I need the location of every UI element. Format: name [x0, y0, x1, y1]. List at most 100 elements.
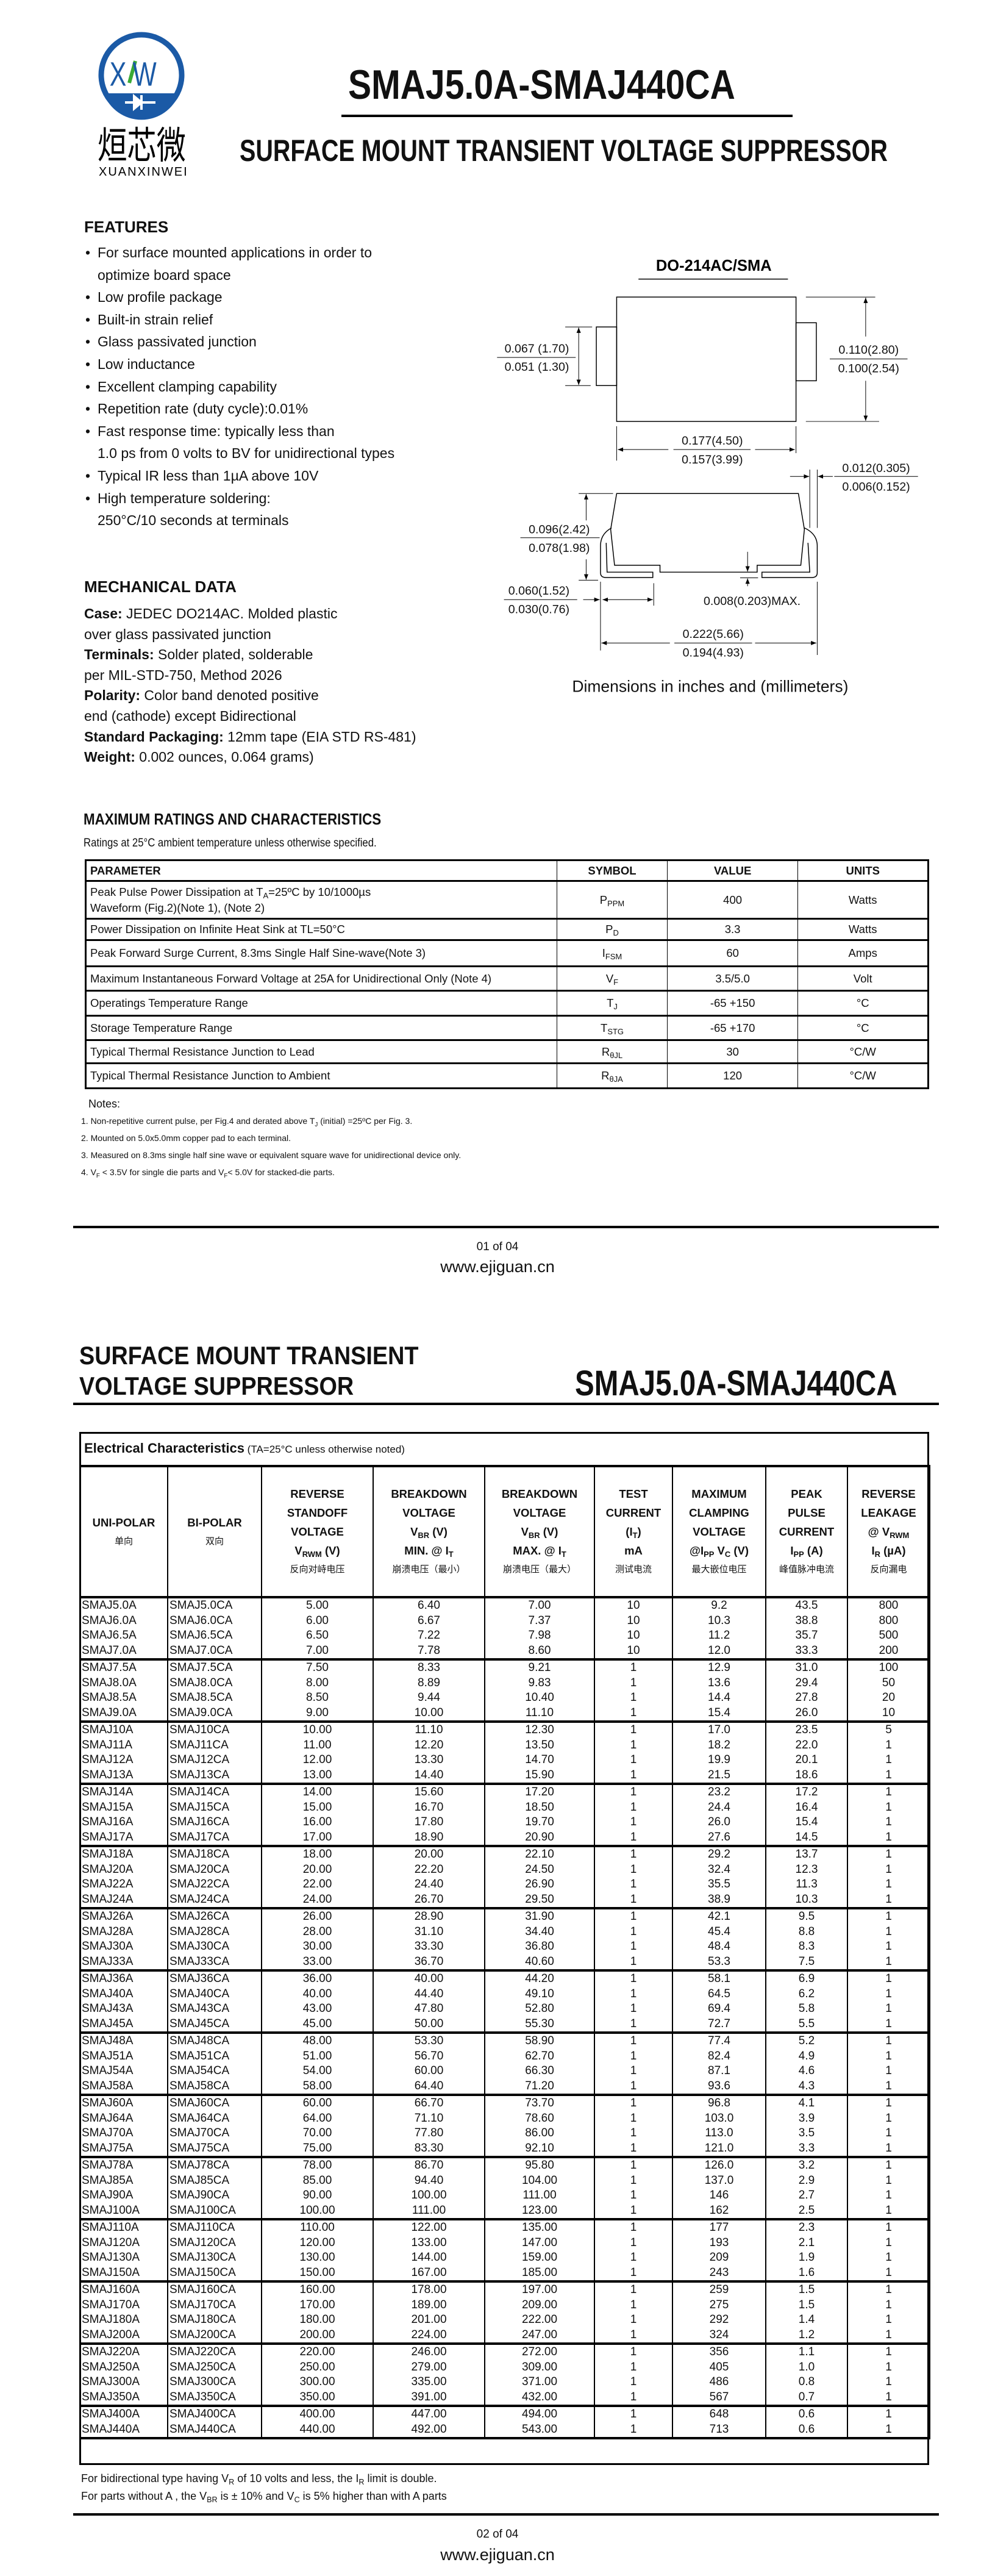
reverse-leakage: 1 [847, 2360, 930, 2375]
symbol-cell: PPPM [557, 881, 668, 920]
symbol: V [605, 971, 614, 985]
header-line: 双向 [168, 1532, 261, 1551]
unipolar-part: SMAJ85A [79, 2173, 168, 2188]
parameter-cell: Typical Thermal Resistance Junction to A… [85, 1063, 558, 1089]
column-header: BREAKDOWN VOLTAGE VBR (V) MAX. @ IT 崩溃电压（最大） [484, 1465, 595, 1598]
peak-pulse-current: 3.9 [765, 2111, 848, 2126]
feature-item: • Typical IR less than 1µA above 10V [85, 465, 451, 487]
peak-pulse-current: 7.5 [765, 1954, 848, 1972]
page1-url[interactable]: www.ejiguan.cn [440, 1258, 555, 1276]
bipolar-part: SMAJ60CA [167, 2095, 262, 2111]
feature-text: Fast response time: typically less than [98, 423, 335, 439]
vrwm: 85.00 [261, 2173, 374, 2188]
electrical-title: Electrical Characteristics (TA=25°C unle… [84, 1440, 405, 1456]
table-row: SMAJ120A SMAJ120CA 120.00 133.00 147.00 1 193 2… [79, 2235, 930, 2250]
clamping-voltage: 96.8 [672, 2095, 766, 2111]
feature-text: Typical IR less than 1µA above 10V [98, 467, 319, 484]
vbr-min: 492.00 [373, 2422, 485, 2439]
mechanical-data: Case: JEDEC DO214AC. Molded plastic over … [84, 604, 474, 768]
peak-pulse-current: 8.8 [765, 1924, 848, 1939]
header-line: BREAKDOWN [374, 1484, 484, 1503]
vrwm: 26.00 [261, 1908, 374, 1925]
table-row: SMAJ17A SMAJ17CA 17.00 18.90 20.90 1 27.6 14.5 1 [79, 1830, 930, 1847]
reverse-leakage: 1 [847, 2078, 930, 2096]
dim-lead-width-max: 0.067 (1.70) [505, 342, 569, 356]
clamping-voltage: 209 [672, 2250, 766, 2266]
header-line: @IPP VC (V) [673, 1541, 765, 1560]
peak-pulse-current: 14.5 [765, 1830, 848, 1847]
unipolar-part: SMAJ8.5A [79, 1690, 168, 1706]
table-row: SMAJ8.5A SMAJ8.5CA 8.50 9.44 10.40 1 14.4 27.8 2… [79, 1690, 930, 1706]
bullet-icon: • [85, 490, 91, 506]
vbr-max: 104.00 [484, 2173, 595, 2188]
value-cell: 3.5/5.0 [666, 966, 799, 992]
mechanical-text: JEDEC DO214AC. Molded plastic [122, 606, 338, 621]
bullet-icon: • [85, 245, 91, 260]
bipolar-part: SMAJ160CA [167, 2281, 262, 2298]
feature-text: 1.0 ps from 0 volts to BV for unidirecti… [98, 445, 395, 462]
subscript: F [224, 1173, 228, 1179]
clamping-voltage: 27.6 [672, 1830, 766, 1847]
page2-url[interactable]: www.ejiguan.cn [440, 2546, 555, 2564]
dim-body-length-max: 0.177(4.50) [682, 434, 743, 448]
vbr-min: 50.00 [373, 2016, 485, 2034]
vbr-min: 7.22 [373, 1628, 485, 1644]
test-current: 1 [594, 1939, 673, 1955]
table-row: SMAJ40A SMAJ40CA 40.00 44.40 49.10 1 64.5 6.2 1 [79, 1986, 930, 2002]
vrwm: 100.00 [261, 2203, 374, 2220]
value-cell: 60 [666, 940, 799, 967]
column-header: REVERSE STANDOFF VOLTAGE VRWM (V) 反向对峙电压 [261, 1465, 374, 1598]
vbr-min: 36.70 [373, 1954, 485, 1972]
vrwm: 45.00 [261, 2016, 374, 2034]
text-segment: LEAKAGE [861, 1506, 916, 1519]
bipolar-part: SMAJ7.0CA [167, 1643, 262, 1661]
peak-pulse-current: 43.5 [765, 1597, 848, 1614]
table-row: SMAJ48A SMAJ48CA 48.00 53.30 58.90 1 77.4 5.2 1 [79, 2033, 930, 2049]
subscript: PP [704, 1550, 715, 1559]
vbr-min: 28.90 [373, 1908, 485, 1925]
table-row: SMAJ15A SMAJ15CA 15.00 16.70 18.50 1 24.4 16.4 1 [79, 1800, 930, 1815]
footnote: For parts without A , the VBR is ± 10% a… [81, 2488, 447, 2505]
reverse-leakage: 1 [847, 2111, 930, 2126]
bipolar-part: SMAJ78CA [167, 2157, 262, 2174]
vrwm: 150.00 [261, 2265, 374, 2283]
vbr-min: 77.80 [373, 2126, 485, 2141]
header-line: PULSE [766, 1503, 847, 1522]
vbr-max: 14.70 [484, 1753, 595, 1768]
text-segment: Peak Pulse Power Dissipation at T [90, 885, 263, 898]
feature-item: • Low inductance [85, 353, 451, 376]
peak-pulse-current: 35.7 [765, 1628, 848, 1644]
text-segment: Waveform (Fig.2)(Note 1), (Note 2) [90, 901, 265, 914]
clamping-voltage: 10.3 [672, 1613, 766, 1628]
text-segment: V [294, 1544, 302, 1557]
reverse-leakage: 1 [847, 2250, 930, 2266]
peak-pulse-current: 16.4 [765, 1800, 848, 1815]
text-segment: (V) [730, 1544, 749, 1557]
subscript: R [358, 2478, 365, 2486]
unipolar-part: SMAJ36A [79, 1970, 168, 1987]
text-segment: 单向 [114, 1536, 133, 1547]
reverse-leakage: 1 [847, 2389, 930, 2407]
vbr-max: 222.00 [484, 2313, 595, 2328]
feature-item: • High temperature soldering: 250°C/10 sec… [85, 487, 451, 532]
symbol: T [601, 1021, 608, 1034]
unipolar-part: SMAJ150A [79, 2265, 168, 2283]
top-view-right-lead [795, 322, 817, 382]
peak-pulse-current: 3.5 [765, 2126, 848, 2141]
unipolar-part: SMAJ10A [79, 1722, 168, 1738]
units-cell: Volt [797, 966, 929, 992]
test-current: 1 [594, 1753, 673, 1768]
test-current: 1 [594, 1862, 673, 1877]
reverse-leakage: 1 [847, 2313, 930, 2328]
vrwm: 6.00 [261, 1613, 374, 1628]
bipolar-part: SMAJ58CA [167, 2078, 262, 2096]
vbr-min: 111.00 [373, 2203, 485, 2220]
reverse-leakage: 1 [847, 2126, 930, 2141]
peak-pulse-current: 6.9 [765, 1970, 848, 1987]
vbr-max: 7.00 [484, 1597, 595, 1614]
table-row: SMAJ22A SMAJ22CA 22.00 24.40 26.90 1 35.5 11.3 1 [79, 1877, 930, 1892]
test-current: 1 [594, 2188, 673, 2203]
clamping-voltage: 243 [672, 2265, 766, 2283]
units-cell: °C/W [797, 1040, 929, 1064]
vbr-min: 10.00 [373, 1705, 485, 1723]
